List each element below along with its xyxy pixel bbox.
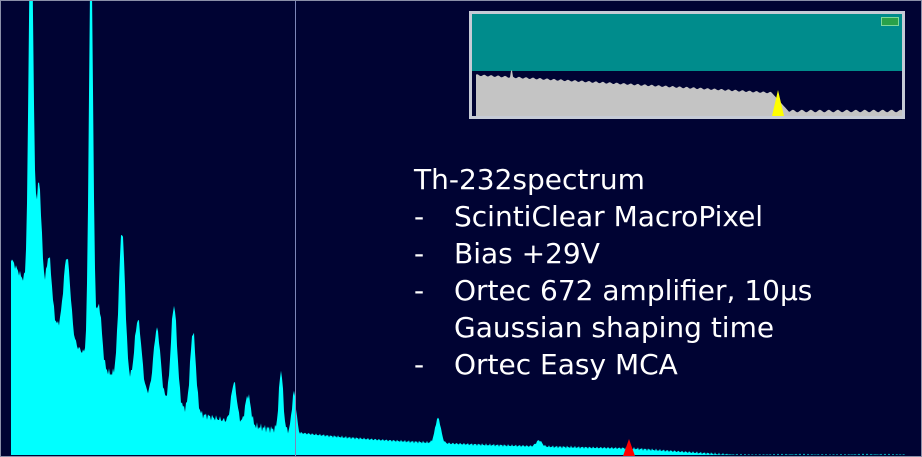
caption-bullet: - Ortec 672 amplifier, 10μs [414,272,812,309]
cursor-line[interactable] [295,1,296,456]
overview-plot [472,14,902,116]
bullet-text: Ortec Easy MCA [454,348,678,381]
yellow-triangle-marker-icon[interactable] [772,90,784,116]
caption-bullet: - Bias +29V [414,235,812,272]
spectrum-area [11,1,906,455]
caption-title: Th-232spectrum [414,163,645,196]
inset-band [472,14,902,71]
inset-spectrum-area [476,70,902,116]
caption-bullet: - Ortec Easy MCA [414,346,812,383]
bullet-text: Bias +29V [454,237,600,270]
bullet-dash: - [414,348,425,381]
red-triangle-marker-icon[interactable] [623,439,635,456]
caption-bullet: - ScintiClear MacroPixel [414,198,812,235]
overview-inset[interactable] [469,11,905,119]
caption-bullet-continuation: Gaussian shaping time [454,311,775,344]
bullet-dash: - [414,200,425,233]
bullet-text: Ortec 672 amplifier, 10μs [454,274,813,307]
bullet-dash: - [414,274,425,307]
bullet-dash: - [414,237,425,270]
bullet-text: ScintiClear MacroPixel [454,200,764,233]
spectrum-caption: Th-232spectrum - ScintiClear MacroPixel -… [414,161,812,383]
green-status-badge-icon [881,17,899,26]
